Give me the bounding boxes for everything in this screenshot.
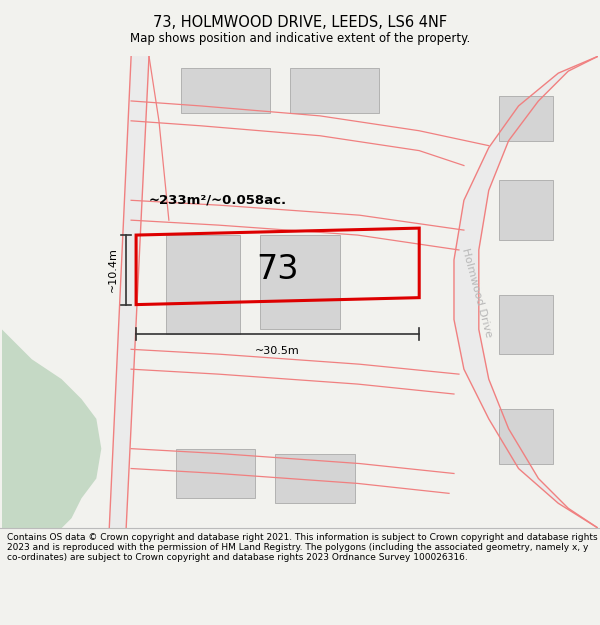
Text: Map shows position and indicative extent of the property.: Map shows position and indicative extent… — [130, 32, 470, 45]
Bar — [260, 235, 340, 329]
Bar — [181, 68, 270, 113]
Bar — [499, 294, 553, 354]
Polygon shape — [2, 56, 101, 528]
Text: 73: 73 — [256, 253, 299, 286]
Text: Contains OS data © Crown copyright and database right 2021. This information is : Contains OS data © Crown copyright and d… — [7, 532, 598, 562]
Bar — [166, 235, 241, 334]
Polygon shape — [454, 56, 598, 528]
Bar — [499, 409, 553, 464]
Bar — [275, 454, 355, 503]
Bar — [176, 449, 255, 498]
Text: ~10.4m: ~10.4m — [108, 248, 118, 292]
Text: ~30.5m: ~30.5m — [255, 346, 300, 356]
Text: 73, HOLMWOOD DRIVE, LEEDS, LS6 4NF: 73, HOLMWOOD DRIVE, LEEDS, LS6 4NF — [153, 15, 447, 30]
Text: Holmwood Drive: Holmwood Drive — [460, 247, 494, 339]
Polygon shape — [109, 56, 149, 528]
Bar — [290, 68, 379, 113]
Bar — [499, 181, 553, 240]
Bar — [499, 96, 553, 141]
Text: ~233m²/~0.058ac.: ~233m²/~0.058ac. — [149, 194, 287, 207]
